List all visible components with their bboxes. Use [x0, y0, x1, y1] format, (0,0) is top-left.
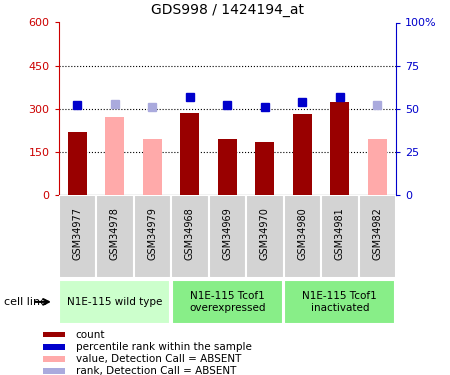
Bar — [59, 280, 170, 324]
Bar — [180, 113, 199, 195]
Text: percentile rank within the sample: percentile rank within the sample — [76, 342, 252, 352]
Text: GSM34969: GSM34969 — [222, 207, 232, 260]
Bar — [208, 195, 246, 278]
Text: GSM34978: GSM34978 — [110, 207, 120, 260]
Text: GSM34982: GSM34982 — [372, 207, 382, 260]
Bar — [43, 356, 65, 362]
Text: count: count — [76, 330, 105, 339]
Bar — [359, 195, 396, 278]
Bar — [321, 195, 359, 278]
Text: value, Detection Call = ABSENT: value, Detection Call = ABSENT — [76, 354, 241, 364]
Text: GSM34980: GSM34980 — [297, 207, 307, 260]
Text: GSM34968: GSM34968 — [185, 207, 195, 260]
Bar — [284, 195, 321, 278]
Text: GSM34979: GSM34979 — [147, 207, 157, 260]
Bar — [105, 117, 124, 195]
Text: cell line: cell line — [4, 297, 48, 307]
Bar — [172, 280, 283, 324]
Text: GSM34977: GSM34977 — [72, 207, 82, 260]
Text: GSM34970: GSM34970 — [260, 207, 270, 260]
Title: GDS998 / 1424194_at: GDS998 / 1424194_at — [151, 3, 304, 17]
Bar — [43, 368, 65, 374]
Text: N1E-115 Tcof1
overexpressed: N1E-115 Tcof1 overexpressed — [189, 291, 266, 313]
Bar — [68, 132, 86, 195]
Bar — [43, 344, 65, 350]
Text: GSM34981: GSM34981 — [335, 207, 345, 260]
Bar — [256, 142, 274, 195]
Bar — [293, 114, 311, 195]
Text: rank, Detection Call = ABSENT: rank, Detection Call = ABSENT — [76, 366, 236, 375]
Bar — [246, 195, 284, 278]
Bar — [368, 139, 387, 195]
Bar — [43, 332, 65, 338]
Bar — [134, 195, 171, 278]
Bar — [58, 195, 96, 278]
Text: N1E-115 Tcof1
inactivated: N1E-115 Tcof1 inactivated — [302, 291, 377, 313]
Bar — [143, 139, 162, 195]
Bar — [96, 195, 134, 278]
Bar — [330, 102, 349, 195]
Bar — [284, 280, 395, 324]
Bar — [218, 139, 237, 195]
Bar — [171, 195, 208, 278]
Text: N1E-115 wild type: N1E-115 wild type — [67, 297, 162, 307]
